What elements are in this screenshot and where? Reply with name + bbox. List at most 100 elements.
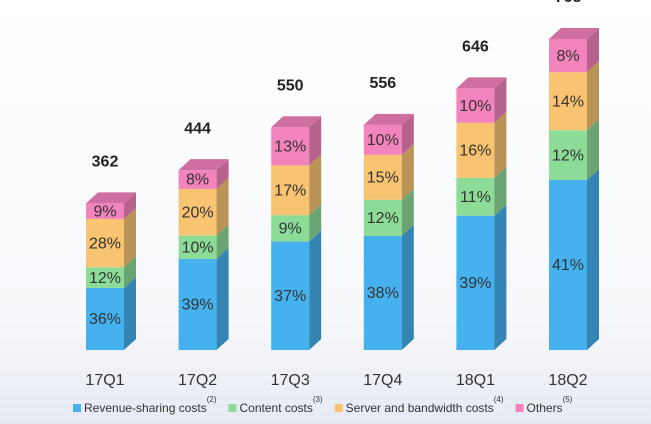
segment-label: 17% [274, 182, 306, 199]
bar-side [587, 27, 599, 73]
bar-segment [363, 235, 402, 350]
bar-segment [549, 38, 587, 73]
bar-segment [178, 188, 217, 236]
total-label: 444 [184, 120, 211, 137]
segment-label: 8% [186, 172, 209, 189]
segment-label: 10% [459, 98, 491, 115]
bar-side [309, 116, 322, 166]
x-tick-label: 17Q4 [363, 372, 402, 389]
segment-label: 13% [274, 139, 306, 156]
bar-segment [549, 130, 587, 180]
bar-top [178, 159, 229, 171]
bar-segment [549, 72, 587, 131]
bar-segment [178, 170, 217, 189]
segment-label: 20% [182, 204, 214, 221]
bar-segment [271, 241, 310, 350]
segment-label: 9% [93, 203, 116, 220]
bar-segment [178, 235, 217, 259]
legend-swatch [73, 404, 81, 412]
segment-label: 28% [89, 235, 121, 252]
segment-label: 10% [367, 132, 399, 149]
bar-top [456, 77, 507, 89]
bar-segment [271, 215, 310, 242]
x-tick-label: 17Q3 [271, 372, 310, 389]
bar-side [124, 256, 136, 288]
bar-side [494, 77, 507, 123]
bar-side [216, 177, 229, 236]
segment-label: 12% [367, 210, 399, 227]
segment-label: 12% [552, 147, 584, 164]
legend-footnote: (5) [563, 395, 573, 404]
bar-side [587, 119, 599, 180]
x-tick-label: 18Q2 [548, 372, 587, 389]
bar-top [363, 113, 414, 125]
total-label: 556 [369, 75, 396, 92]
bar-side [401, 143, 414, 200]
bar-side [216, 247, 229, 350]
segment-label: 36% [89, 311, 121, 328]
bar-side [401, 113, 414, 155]
bar-side [401, 188, 414, 236]
segment-label: 10% [182, 239, 214, 256]
x-tick-label: 17Q2 [178, 372, 217, 389]
legend-label: Others [527, 401, 563, 415]
x-tick-label: 18Q1 [456, 372, 495, 389]
bar-side [124, 207, 136, 268]
bar-segment [456, 215, 495, 350]
bar-side [124, 276, 136, 350]
segment-label: 11% [460, 189, 491, 206]
bar-side [309, 204, 322, 242]
legend-swatch [228, 404, 237, 412]
legend-label: Revenue-sharing costs [84, 401, 207, 415]
bar-top [549, 27, 599, 39]
bar-side [216, 159, 229, 189]
bar-side [587, 168, 599, 350]
bar-segment [456, 177, 495, 216]
total-label: 646 [462, 39, 489, 56]
x-tick-label: 17Q1 [85, 372, 124, 389]
legend-footnote: (4) [494, 395, 504, 404]
bar-side [494, 111, 507, 178]
bar-side [309, 230, 322, 350]
bar-segment [178, 258, 217, 350]
legend-footnote: (3) [313, 395, 323, 404]
bar-segment [86, 287, 124, 350]
segment-label: 9% [279, 221, 302, 238]
legend-label: Server and bandwidth costs [346, 401, 494, 415]
segment-label: 38% [367, 285, 399, 302]
bar-side [494, 204, 507, 350]
bar-segment [363, 154, 402, 200]
segment-label: 39% [459, 275, 491, 292]
segment-label: 41% [552, 257, 584, 274]
bar-segment [271, 165, 310, 216]
bar-segment [549, 179, 587, 350]
bar-side [216, 224, 229, 259]
segment-label: 14% [552, 93, 584, 110]
bar-segment [86, 267, 124, 288]
segment-label: 12% [89, 270, 121, 287]
bar-top [86, 192, 136, 204]
segment-label: 16% [459, 143, 491, 160]
bar-side [124, 192, 136, 219]
total-label: 362 [92, 154, 119, 171]
segment-label: 37% [274, 288, 306, 305]
bar-segment [363, 199, 402, 236]
segment-label: 39% [182, 297, 214, 314]
bar-segment [86, 218, 124, 268]
bar-segment [86, 203, 124, 219]
segment-label: 8% [556, 48, 579, 65]
legend-label: Content costs [240, 401, 313, 415]
legend-swatch [515, 404, 524, 412]
segment-label: 15% [367, 170, 399, 187]
bar-segment [456, 122, 495, 178]
bar-side [587, 61, 599, 131]
bar-segment [456, 88, 495, 123]
bar-side [309, 154, 322, 216]
bar-segment [271, 127, 310, 166]
total-label: 768 [555, 0, 582, 6]
legend-swatch [334, 404, 343, 412]
total-label: 550 [277, 77, 304, 94]
bar-side [401, 224, 414, 350]
bar-side [494, 166, 507, 216]
